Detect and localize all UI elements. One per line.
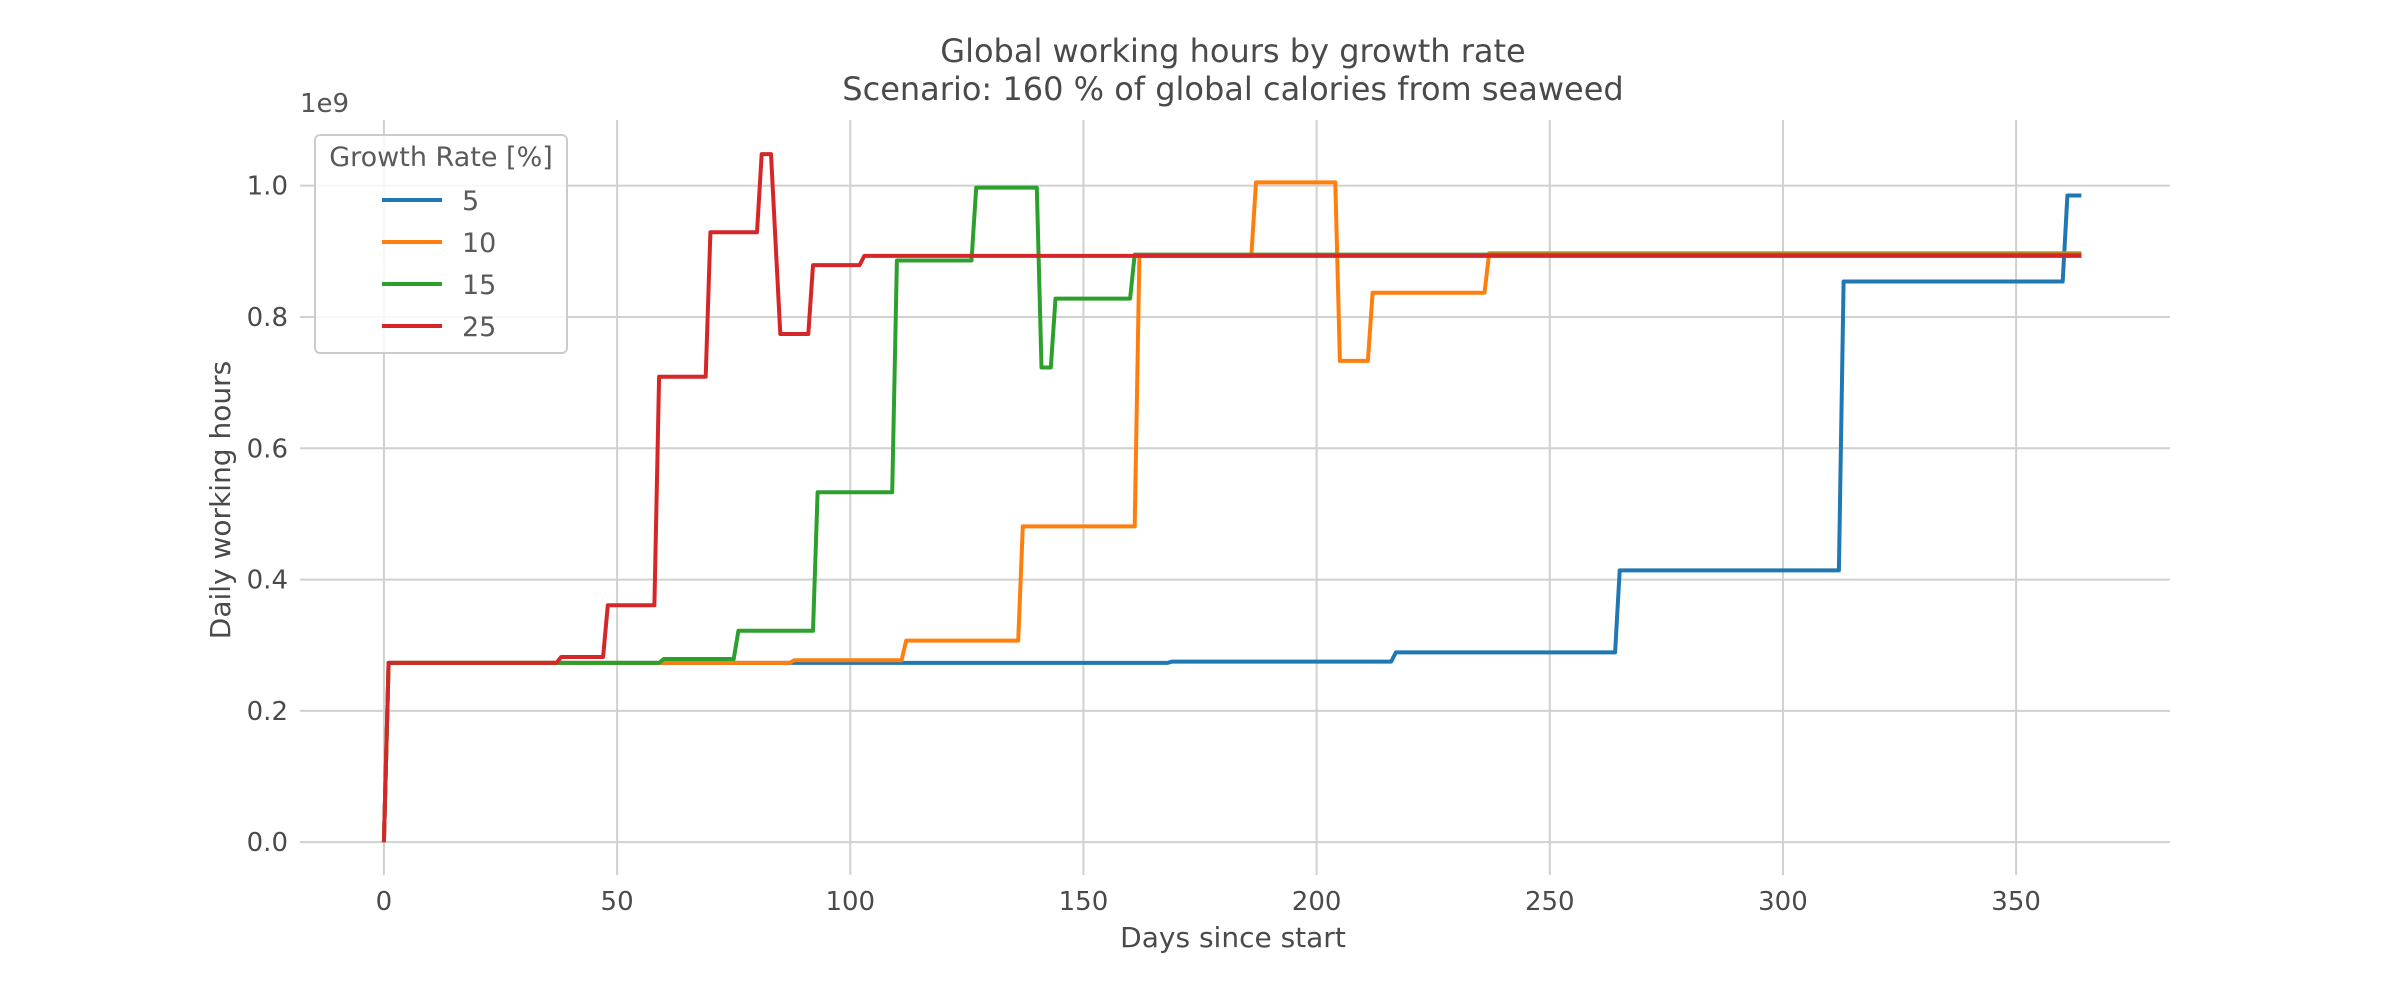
chart-subtitle: Scenario: 160 % of global calories from … <box>842 70 1623 108</box>
legend-items: 5 10 15 25 <box>382 186 496 343</box>
y-tick-label: 0.4 <box>247 566 288 596</box>
x-tick-label: 0 <box>376 887 393 917</box>
y-tick-labels: 0.0 0.2 0.4 0.6 0.8 1.0 <box>247 172 288 859</box>
x-tick-label: 100 <box>825 887 875 917</box>
legend-label-15: 15 <box>462 270 496 301</box>
series-line-5 <box>381 193 2082 843</box>
grid <box>300 120 2170 875</box>
chart-title: Global working hours by growth rate <box>940 32 1525 70</box>
legend-title: Growth Rate [%] <box>329 142 553 173</box>
y-tick-label: 0.2 <box>247 697 288 727</box>
x-tick-label: 50 <box>601 887 634 917</box>
x-tick-labels: 0 50 100 150 200 250 300 350 <box>376 887 2041 917</box>
x-tick-label: 200 <box>1292 887 1342 917</box>
legend: Growth Rate [%] 5 10 15 25 <box>314 134 568 354</box>
x-axis-label: Days since start <box>1120 921 1346 954</box>
y-offset-label: 1e9 <box>300 89 349 119</box>
y-axis-label: Daily working hours <box>204 361 237 639</box>
legend-label-25: 25 <box>462 312 496 343</box>
x-tick-label: 250 <box>1525 887 1575 917</box>
legend-label-10: 10 <box>462 228 496 259</box>
y-tick-label: 0.0 <box>247 828 288 858</box>
x-tick-label: 150 <box>1059 887 1109 917</box>
y-tick-label: 0.6 <box>247 434 288 464</box>
y-tick-label: 1.0 <box>247 172 288 202</box>
x-tick-label: 350 <box>1991 887 2041 917</box>
series-line-10 <box>381 180 2082 843</box>
x-tick-label: 300 <box>1758 887 1808 917</box>
series-line-15 <box>381 185 2082 843</box>
y-tick-label: 0.8 <box>247 303 288 333</box>
legend-label-5: 5 <box>462 186 479 217</box>
series-lines <box>381 152 2082 843</box>
series-line-25 <box>381 152 2082 843</box>
